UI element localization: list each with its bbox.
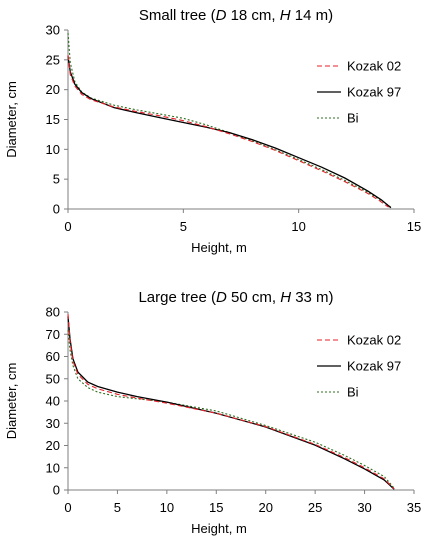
x-tick-label: 5 <box>180 219 187 234</box>
legend-label: Kozak 97 <box>347 359 401 374</box>
series-line-bi <box>67 329 395 489</box>
x-tick-label: 15 <box>407 219 421 234</box>
x-tick-label: 15 <box>209 500 223 515</box>
series-line-kozak-97 <box>67 56 392 209</box>
y-tick-label: 80 <box>46 305 60 320</box>
y-tick-label: 60 <box>46 349 60 364</box>
series-line-kozak-02 <box>67 55 389 208</box>
x-tick-label: 10 <box>160 500 174 515</box>
legend-label: Bi <box>347 385 359 400</box>
y-axis-label: Diameter, cm <box>4 81 19 158</box>
y-tick-label: 40 <box>46 394 60 409</box>
chart-title-part: D <box>216 7 227 24</box>
legend-label: Kozak 02 <box>347 333 401 348</box>
x-tick-label: 30 <box>357 500 371 515</box>
y-tick-label: 30 <box>46 416 60 431</box>
chart-title-part: 50 cm, <box>227 289 280 306</box>
legend-label: Kozak 97 <box>347 85 401 100</box>
x-tick-label: 25 <box>308 500 322 515</box>
x-tick-label: 0 <box>64 219 71 234</box>
chart-title: Large tree (D 50 cm, H 33 m) <box>138 289 333 306</box>
chart-title-part: H <box>280 7 291 24</box>
chart-title-part: 33 m) <box>291 289 334 306</box>
chart-title-part: Small tree ( <box>139 7 216 24</box>
y-tick-label: 5 <box>53 172 60 187</box>
x-axis-label: Height, m <box>191 240 247 255</box>
y-tick-label: 15 <box>46 112 60 127</box>
chart-large-tree: Large tree (D 50 cm, H 33 m)010203040506… <box>4 289 421 536</box>
y-tick-label: 70 <box>46 327 60 342</box>
y-tick-label: 0 <box>53 483 60 498</box>
chart-title-part: D <box>216 289 227 306</box>
x-tick-label: 20 <box>258 500 272 515</box>
y-tick-label: 0 <box>53 202 60 217</box>
x-axis-label: Height, m <box>191 521 247 536</box>
y-tick-label: 10 <box>46 460 60 475</box>
series-line-bi <box>67 32 392 208</box>
chart-title-part: 18 cm, <box>226 7 279 24</box>
legend-label: Bi <box>347 111 359 126</box>
legend-label: Kozak 02 <box>347 59 401 74</box>
chart-title: Small tree (D 18 cm, H 14 m) <box>139 7 333 24</box>
x-tick-label: 10 <box>291 219 305 234</box>
y-tick-label: 20 <box>46 438 60 453</box>
y-tick-label: 10 <box>46 142 60 157</box>
y-tick-label: 30 <box>46 23 60 38</box>
x-tick-label: 5 <box>114 500 121 515</box>
chart-title-part: Large tree ( <box>138 289 216 306</box>
x-tick-label: 35 <box>407 500 421 515</box>
y-tick-label: 20 <box>46 82 60 97</box>
y-tick-label: 25 <box>46 52 60 67</box>
series-line-kozak-02 <box>67 314 395 490</box>
y-tick-label: 50 <box>46 371 60 386</box>
chart-small-tree: Small tree (D 18 cm, H 14 m) 0 5 10 15 20 25 30… <box>4 7 421 255</box>
chart-title-part: 14 m) <box>291 7 334 24</box>
x-tick-label: 0 <box>64 500 71 515</box>
chart-title-part: H <box>280 289 291 306</box>
y-axis-label: Diameter, cm <box>4 363 19 440</box>
series-line-kozak-97 <box>67 316 395 490</box>
